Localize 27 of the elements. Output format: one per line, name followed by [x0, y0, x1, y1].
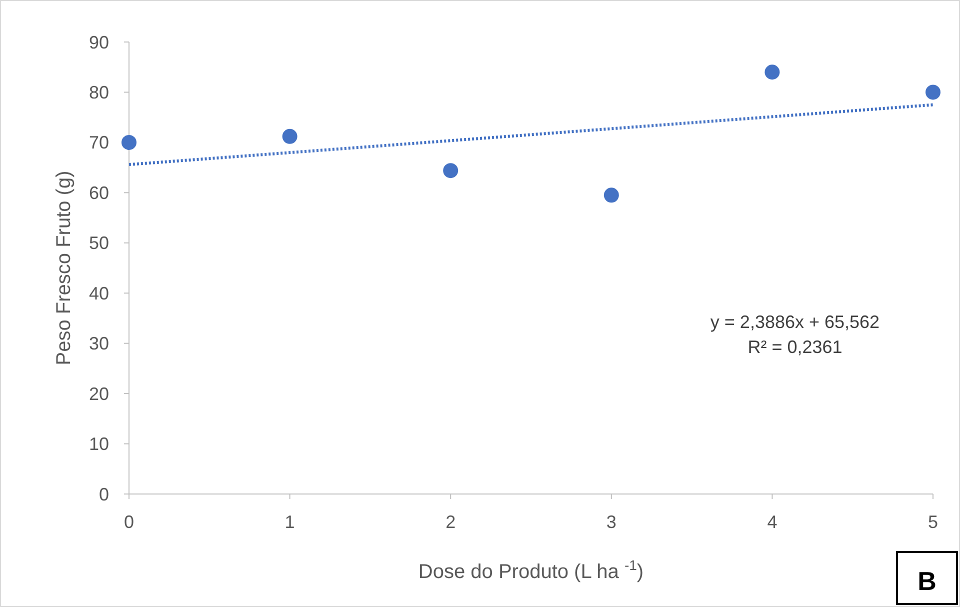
y-tick-label: 40 [88, 283, 109, 304]
y-tick-label: 70 [88, 132, 109, 153]
y-tick-label: 10 [88, 434, 109, 454]
x-tick-label: 2 [446, 512, 456, 532]
x-tick-label: 4 [767, 512, 778, 532]
y-tick-label: 0 [98, 484, 109, 504]
x-tick-label: 0 [124, 512, 134, 532]
text: B [918, 566, 936, 596]
x-axis-title: Dose do Produto (L ha $^{-1}$) [418, 557, 644, 583]
y-tick-label: 30 [88, 334, 109, 354]
x-tick-label: 3 [606, 512, 616, 532]
point [764, 64, 780, 80]
annotation: R² = 0,2361 [748, 337, 842, 357]
x-tick-label: 1 [284, 512, 295, 532]
y-axis-title: Peso Fresco Fruto (g) [53, 170, 75, 366]
y-tick-label: 80 [88, 82, 109, 103]
y-tick-label: 60 [88, 182, 109, 203]
point [122, 134, 136, 150]
x-tick-label: 5 [928, 512, 938, 532]
y-tick-label: 90 [88, 32, 109, 52]
annotation: y = 2,3886x + 65,562 [710, 312, 880, 332]
y-tick-label: 50 [88, 233, 109, 254]
point [443, 163, 458, 178]
point [926, 84, 940, 100]
point [604, 188, 619, 203]
y-tick-label: 20 [88, 384, 109, 404]
point [282, 128, 298, 144]
